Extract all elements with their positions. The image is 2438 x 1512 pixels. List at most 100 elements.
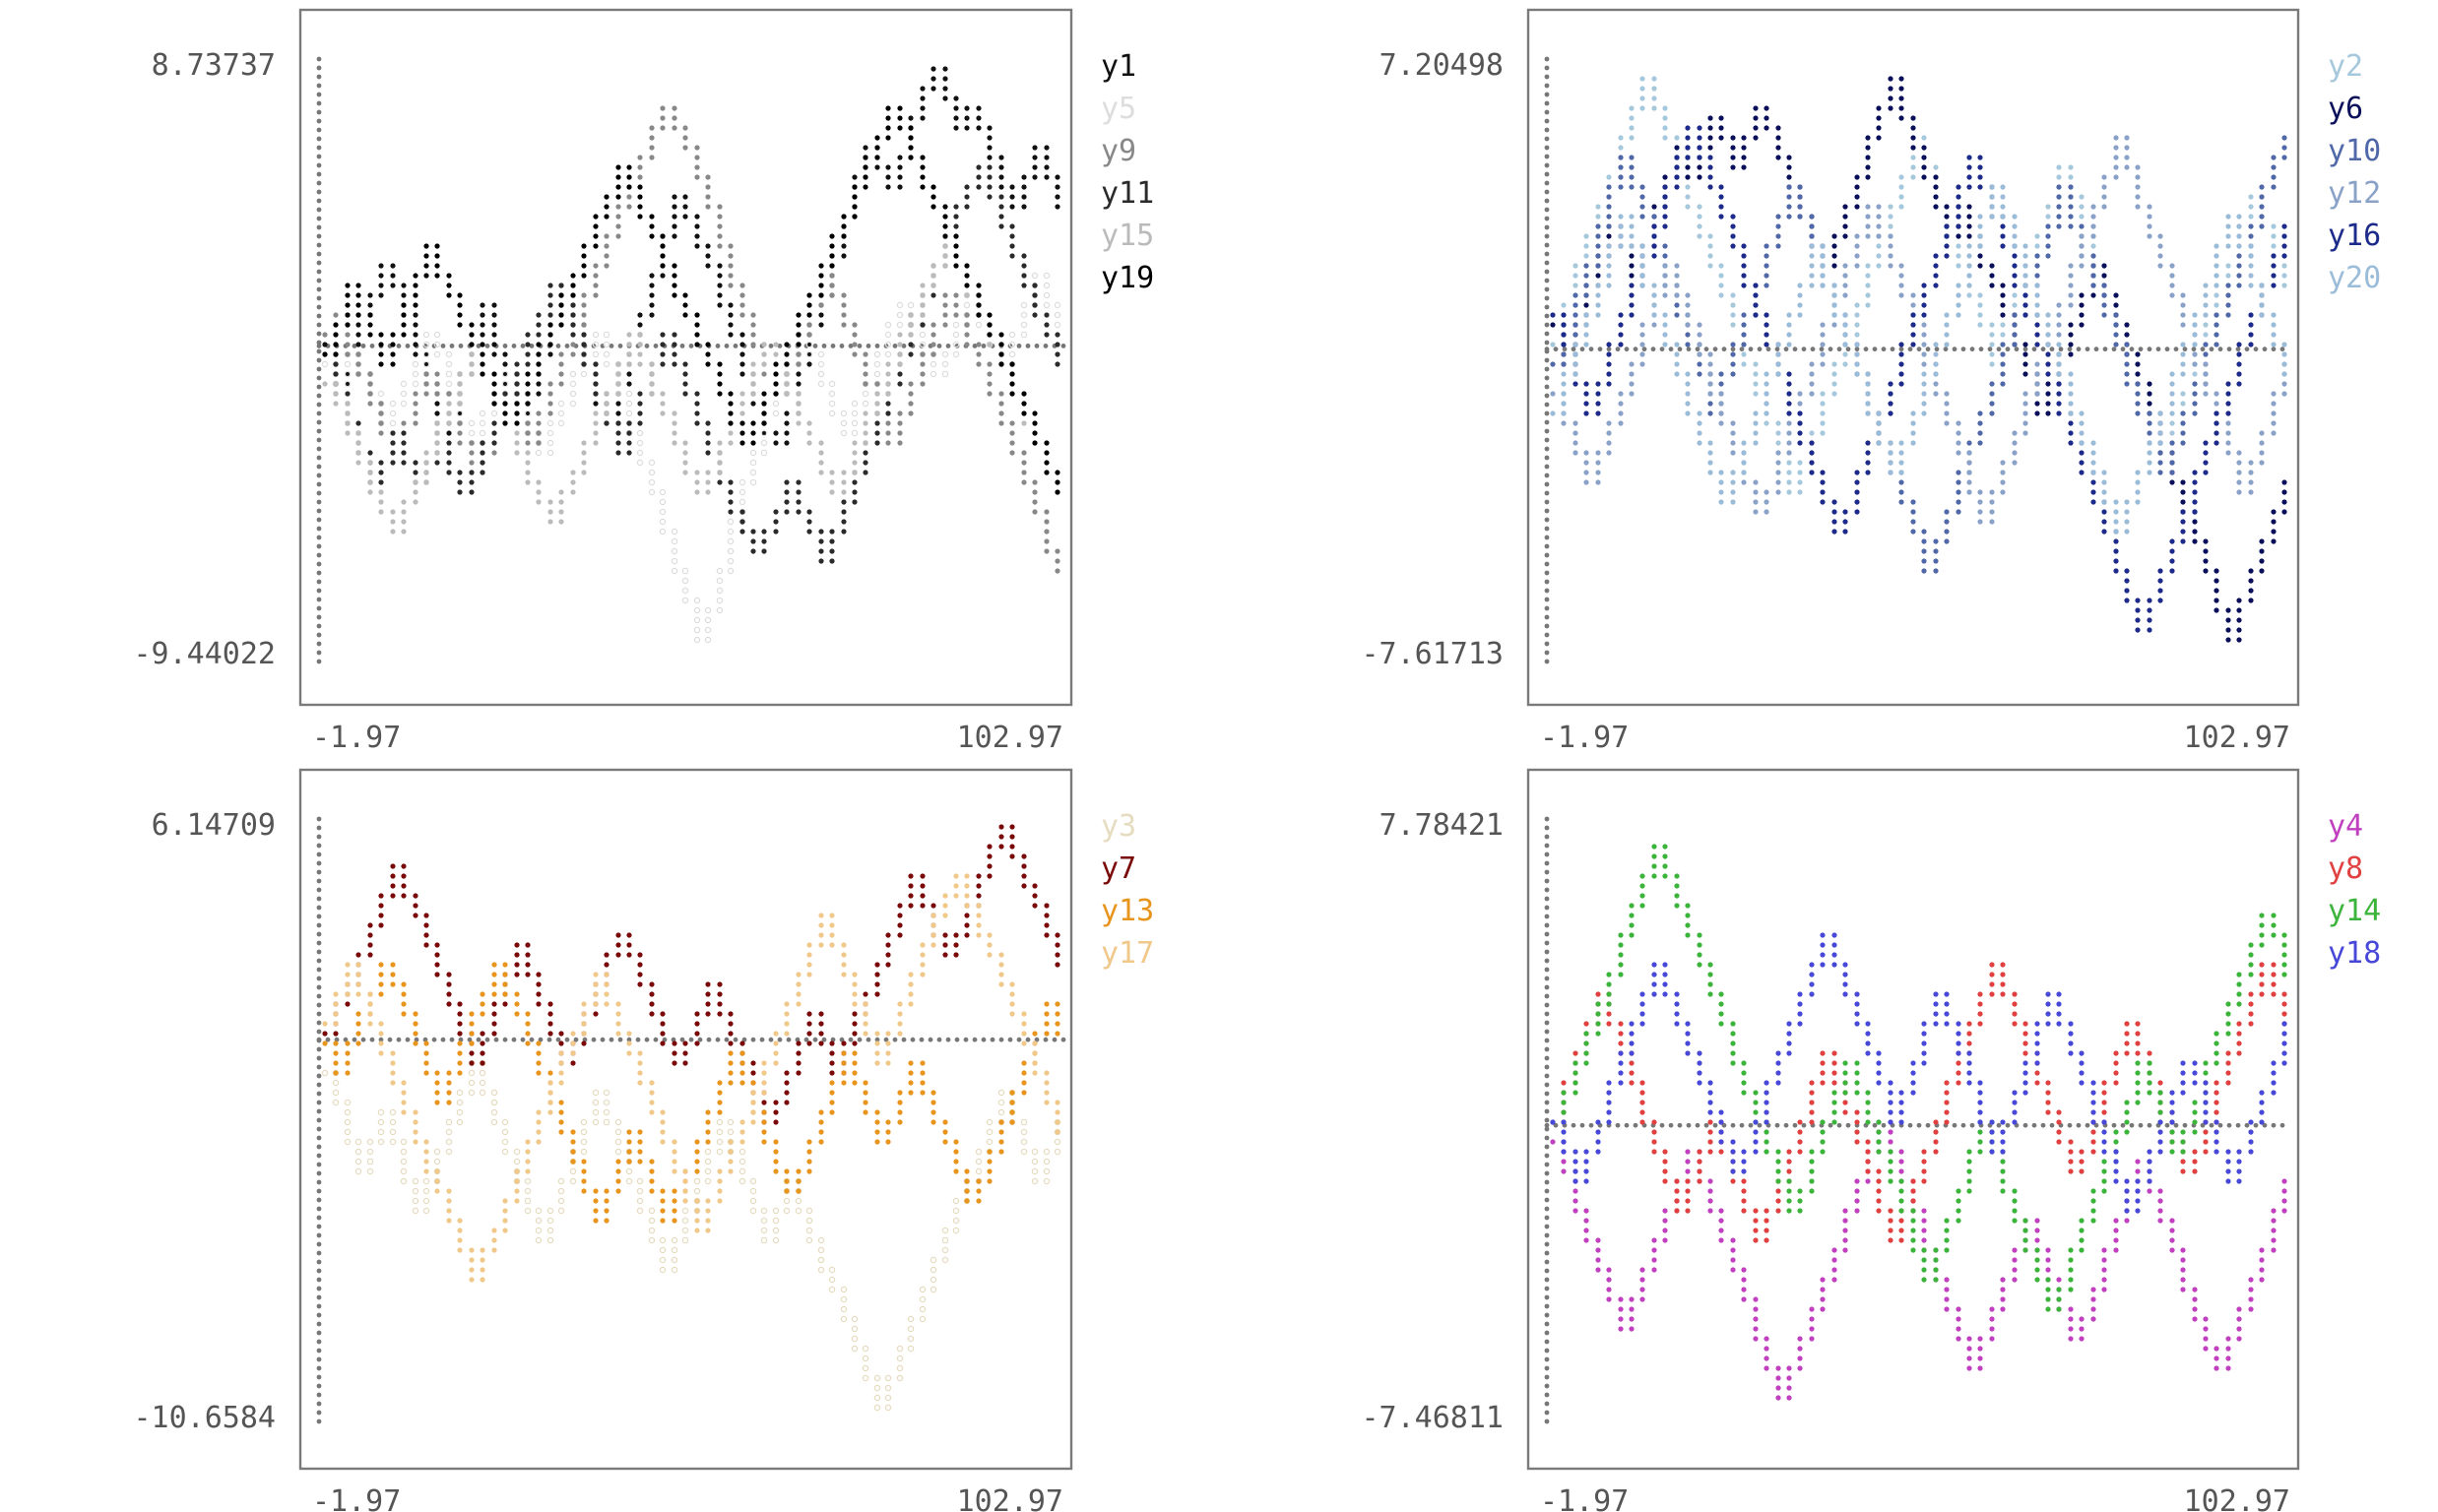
data-point: [581, 470, 587, 475]
data-point: [874, 981, 880, 987]
data-point: [2236, 460, 2242, 466]
data-point: [422, 350, 430, 358]
data-point: [705, 351, 711, 357]
axis-dot: [316, 508, 322, 514]
data-point: [942, 312, 948, 318]
data-point: [728, 332, 734, 338]
data-point: [874, 410, 880, 416]
data-point: [852, 450, 858, 456]
data-point: [2203, 302, 2209, 308]
data-point: [1572, 371, 1578, 377]
data-point: [1842, 351, 1848, 357]
zero-dot: [2182, 346, 2188, 352]
data-point: [874, 1129, 880, 1135]
data-point: [2157, 420, 2163, 426]
data-point: [1786, 174, 1792, 180]
x-tick-label-min: -1.97: [312, 1484, 401, 1512]
data-point: [920, 95, 926, 101]
data-point: [2192, 489, 2198, 495]
data-point: [536, 1119, 542, 1125]
data-point: [1764, 410, 1769, 416]
data-point: [2271, 519, 2277, 525]
data-point: [694, 391, 700, 397]
zero-dot: [591, 1037, 597, 1042]
legend-entry-y20: y20: [2328, 261, 2381, 295]
data-point: [1977, 430, 1983, 436]
data-point: [1753, 135, 1759, 141]
data-point: [434, 972, 440, 977]
data-point: [1595, 263, 1601, 269]
data-point: [750, 342, 756, 347]
data-point: [514, 1188, 520, 1194]
data-point: [1797, 1355, 1803, 1361]
data-point: [761, 1060, 767, 1066]
axis-dot: [1544, 570, 1550, 576]
data-point: [1956, 1306, 1961, 1312]
data-point: [355, 312, 361, 318]
data-point: [1910, 342, 1916, 347]
axis-dot: [1544, 1153, 1550, 1159]
data-point: [2068, 342, 2074, 347]
data-point: [942, 76, 948, 82]
data-point: [1753, 489, 1759, 495]
data-point: [908, 1070, 914, 1076]
data-point: [546, 1227, 554, 1234]
data-point: [1583, 263, 1589, 269]
data-point: [817, 360, 825, 368]
data-point: [1921, 1208, 1927, 1214]
data-point: [739, 430, 745, 436]
data-point: [1989, 214, 1995, 220]
data-point: [2045, 312, 2051, 318]
data-point: [615, 420, 621, 426]
data-point: [1662, 273, 1668, 279]
data-point: [1820, 332, 1826, 338]
data-point: [412, 380, 419, 388]
data-point: [1021, 184, 1027, 190]
data-point: [1618, 214, 1624, 220]
data-point: [884, 1374, 892, 1382]
data-point: [761, 1070, 767, 1076]
data-point: [1977, 1336, 1983, 1342]
legend-entry-y1: y1: [1101, 49, 1136, 84]
data-point: [806, 1040, 812, 1046]
data-point: [727, 537, 735, 545]
data-point: [2068, 440, 2074, 446]
data-point: [1618, 410, 1624, 416]
data-point: [446, 972, 452, 977]
data-point: [986, 1118, 994, 1126]
data-point: [1009, 430, 1015, 436]
zero-dot: [2067, 346, 2073, 352]
data-point: [1775, 460, 1781, 466]
data-point: [626, 1129, 632, 1135]
zero-dot: [2076, 346, 2082, 352]
data-point: [446, 1188, 452, 1194]
data-point: [2101, 194, 2107, 200]
data-point: [480, 342, 485, 347]
data-point: [660, 332, 666, 338]
x-tick-label-max: 102.97: [957, 721, 1063, 755]
data-point: [1764, 312, 1769, 318]
data-point: [717, 1080, 723, 1086]
data-point: [2271, 223, 2277, 229]
data-point: [2000, 460, 2006, 466]
data-point: [862, 1364, 869, 1372]
data-point: [1032, 1040, 1038, 1046]
data-point: [2203, 538, 2209, 544]
data-point: [773, 1168, 779, 1174]
data-point: [2213, 391, 2219, 397]
data-point: [818, 1021, 824, 1027]
data-point: [964, 342, 970, 347]
data-point: [2147, 430, 2152, 436]
data-point: [693, 1177, 701, 1185]
data-point: [1764, 322, 1769, 328]
data-point: [738, 488, 746, 496]
data-point: [2180, 499, 2186, 505]
axis-dot: [1544, 659, 1550, 664]
data-point: [1639, 283, 1645, 288]
data-point: [1707, 263, 1713, 269]
data-point: [1629, 125, 1635, 131]
data-point: [502, 1228, 508, 1233]
data-point: [739, 292, 745, 298]
data-point: [1831, 253, 1837, 259]
data-point: [468, 419, 476, 427]
